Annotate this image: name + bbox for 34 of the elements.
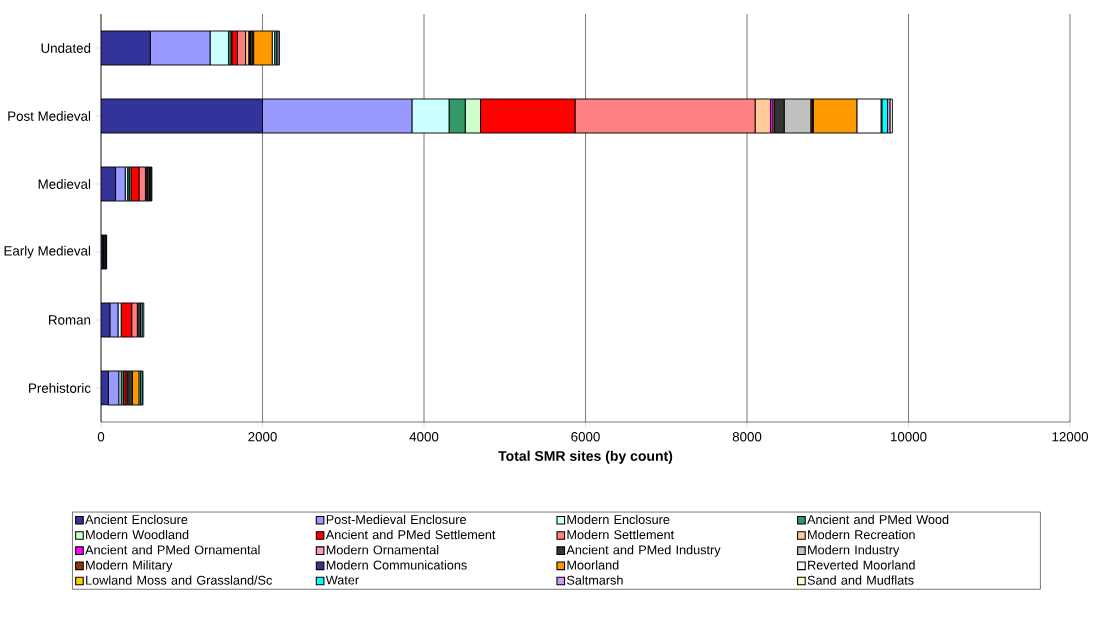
legend-label: Modern Enclosure: [567, 514, 670, 524]
x-tick-label: 4000: [409, 432, 439, 442]
x-tick-label: 2000: [248, 432, 277, 442]
legend-label: Water: [325, 575, 359, 585]
y-tick-label: Prehistoric: [29, 383, 91, 393]
legend-label: Ancient and PMed Industry: [566, 545, 721, 557]
y-tick-label: Early Medieval: [4, 245, 91, 259]
legend-label: Modern Communications: [326, 560, 467, 570]
x-tick-label: 0: [97, 432, 105, 442]
legend-label: Post-Medieval Enclosure: [326, 514, 466, 524]
legend-label: Moorland: [567, 560, 619, 570]
y-tick-label: Post Medieval: [8, 111, 91, 121]
legend-label: Saltmarsh: [567, 575, 623, 585]
legend-label: Ancient and PMed Wood: [807, 514, 949, 524]
legend-label: Modern Ornamental: [326, 545, 439, 555]
legend-label: Sand and Mudflats: [807, 575, 914, 585]
y-tick-label: Undated: [41, 43, 91, 53]
legend-label: Ancient Enclosure: [85, 514, 188, 524]
legend-label: Modern Settlement: [567, 529, 675, 540]
legend-label: Ancient and PMed Ornamental: [85, 545, 260, 555]
y-tick-label: Medieval: [38, 179, 91, 189]
legend-label: Ancient and PMed Settlement: [325, 529, 496, 540]
y-tick-label: Roman: [49, 315, 91, 325]
legend-label: Modern Recreation: [808, 529, 915, 540]
legend-label: Lowland Moss and Grassland/Sc: [86, 575, 273, 585]
legend-label: Reverted Moorland: [808, 560, 915, 570]
legend-label: Modern Military: [86, 560, 173, 573]
legend-label: Modern Industry: [808, 545, 900, 557]
x-tick-label: 10000: [891, 432, 927, 442]
x-axis-title: Total SMR sites (by count): [498, 450, 673, 464]
x-tick-label: 12000: [1052, 432, 1089, 442]
legend-label: Modern Woodland: [86, 529, 189, 540]
x-tick-label: 6000: [571, 432, 600, 442]
x-tick-label: 8000: [732, 432, 762, 442]
